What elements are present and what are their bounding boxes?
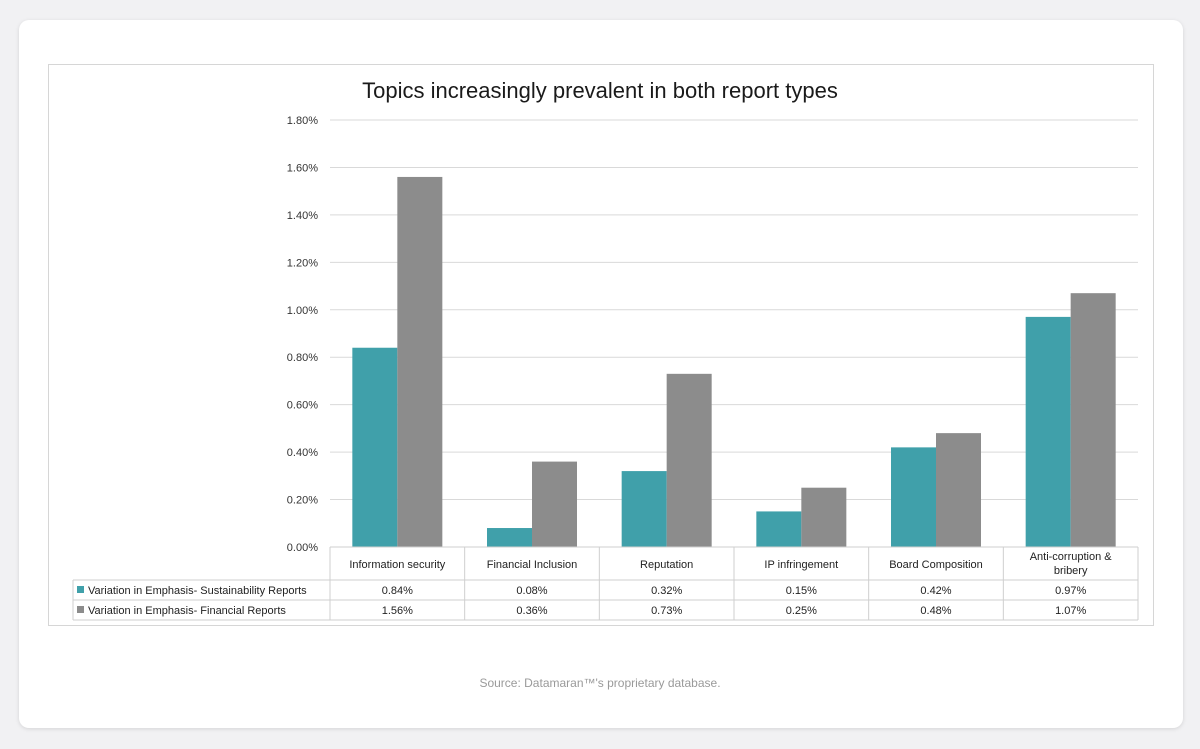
bar-financial <box>397 176 443 547</box>
y-tick-label: 0.00% <box>287 542 318 554</box>
data-table-value: 1.56% <box>382 605 413 617</box>
chart-title: Topics increasingly prevalent in both re… <box>362 78 838 103</box>
data-table-value: 1.07% <box>1055 605 1086 617</box>
data-table-value: 0.15% <box>786 585 817 597</box>
bar-sustainability <box>756 511 802 547</box>
y-tick-label: 0.40% <box>287 447 318 459</box>
data-table-value: 0.73% <box>651 605 682 617</box>
bar-financial <box>801 487 847 547</box>
data-table-value: 0.84% <box>382 585 413 597</box>
y-tick-label: 0.60% <box>287 400 318 412</box>
data-table-value: 0.25% <box>786 605 817 617</box>
category-label: Financial Inclusion <box>487 559 578 571</box>
data-table-value: 0.08% <box>516 585 547 597</box>
category-label: IP infringement <box>764 559 838 571</box>
source-note: Source: Datamaran™'s proprietary databas… <box>479 676 721 690</box>
data-table-value: 0.36% <box>516 605 547 617</box>
bar-financial <box>1070 293 1116 547</box>
data-table-value: 0.42% <box>920 585 951 597</box>
data-table-value: 0.97% <box>1055 585 1086 597</box>
bar-financial <box>666 373 712 547</box>
bar-sustainability <box>352 347 398 547</box>
y-tick-label: 1.60% <box>287 162 318 174</box>
data-table-value: 0.48% <box>920 605 951 617</box>
y-tick-label: 1.20% <box>287 257 318 269</box>
legend-key <box>77 586 84 593</box>
y-tick-label: 0.80% <box>287 352 318 364</box>
category-label: Information security <box>349 559 445 571</box>
category-label: Board Composition <box>889 559 983 571</box>
legend-label: Variation in Emphasis- Financial Reports <box>88 605 286 617</box>
data-table-value: 0.32% <box>651 585 682 597</box>
bar-sustainability <box>891 447 936 547</box>
bar-sustainability <box>1025 316 1071 547</box>
bar-financial <box>936 433 981 547</box>
bar-sustainability <box>621 471 667 547</box>
y-tick-label: 1.80% <box>287 115 318 127</box>
y-tick-label: 1.40% <box>287 210 318 222</box>
bar-sustainability <box>487 528 532 547</box>
legend-key <box>77 606 84 613</box>
bar-financial <box>532 461 577 547</box>
y-tick-label: 0.20% <box>287 495 318 507</box>
category-label: Reputation <box>640 559 693 571</box>
legend-label: Variation in Emphasis- Sustainability Re… <box>88 585 307 597</box>
category-label: Anti-corruption & bribery <box>1030 551 1113 577</box>
y-tick-label: 1.00% <box>287 305 318 317</box>
